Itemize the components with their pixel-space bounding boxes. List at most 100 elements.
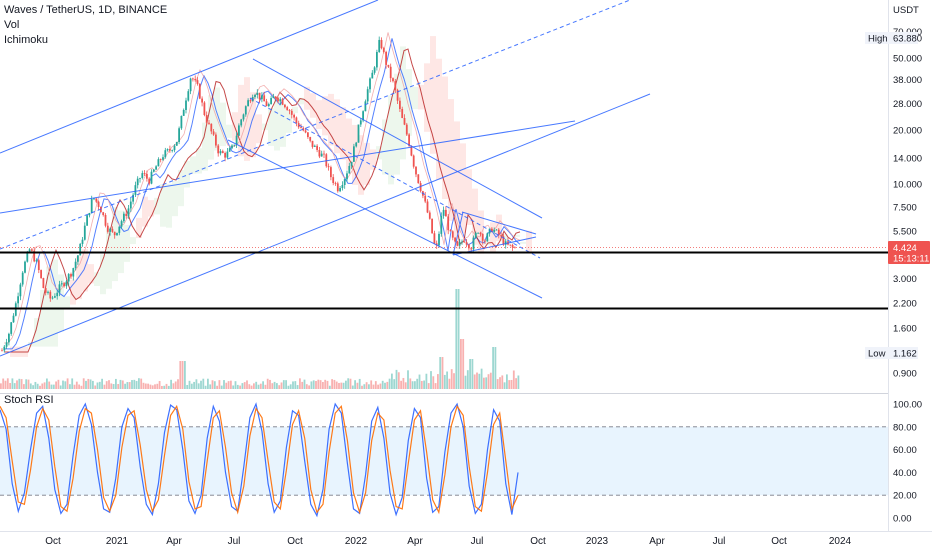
candle-body [488, 228, 491, 234]
volume-bar [248, 384, 251, 389]
ichimoku-cloud-segment [136, 217, 142, 239]
candle-body [366, 89, 369, 102]
x-tick-label: Oct [530, 536, 546, 547]
legend-ichimoku[interactable]: Ichimoku [4, 34, 49, 46]
volume-bar [331, 379, 333, 389]
candle-body [44, 288, 47, 293]
volume-bar [347, 378, 350, 389]
candle-body [54, 296, 56, 298]
candle-body [502, 236, 505, 245]
volume-bar [213, 381, 216, 389]
volume-bar [20, 379, 23, 389]
candle-body [104, 215, 107, 226]
candle-body [274, 96, 277, 99]
candle-body [392, 78, 394, 82]
x-tick-label: Jul [228, 536, 241, 547]
volume-bar [255, 381, 258, 389]
volume-bar [48, 381, 51, 389]
candle-body [300, 127, 302, 129]
candle-body [417, 174, 420, 184]
candle-body [10, 322, 13, 334]
candle-body [203, 102, 206, 116]
candle-body [231, 145, 233, 149]
candle-body [447, 216, 450, 231]
ichimoku-cloud-segment [346, 118, 352, 170]
volume-bar [478, 373, 481, 389]
candle-body [343, 179, 346, 185]
volume-bar [294, 381, 297, 389]
ichimoku-cloud-segment [202, 122, 208, 171]
candle-body [320, 153, 323, 157]
volume-bar [443, 374, 446, 389]
candle-body [281, 99, 284, 105]
volume-bar [496, 379, 499, 389]
channel-upper-line [0, 0, 379, 154]
ichimoku-cloud-segment [328, 93, 334, 146]
candle-body [380, 39, 383, 49]
candle-body [468, 244, 470, 249]
ichimoku-cloud-segment [436, 58, 442, 180]
candle-body [127, 208, 130, 217]
chart-title[interactable]: Waves / TetherUS, 1D, BINANCE [4, 4, 168, 16]
candle-body [205, 115, 208, 123]
volume-bar [43, 382, 46, 389]
ichimoku-cloud-segment [142, 196, 148, 227]
candle-body [491, 228, 493, 232]
volume-bar [271, 383, 274, 389]
chart-legend: Waves / TetherUS, 1D, BINANCE Vol Ichimo… [4, 3, 167, 48]
volume-bar [384, 382, 386, 389]
candle-body [95, 198, 98, 202]
candles [1, 36, 516, 353]
candle-body [17, 296, 19, 304]
volume-bar [75, 381, 78, 389]
ichimoku-cloud-segment [298, 97, 304, 105]
volume-bar [340, 382, 343, 389]
candle-body [79, 243, 82, 256]
candle-body [136, 178, 139, 186]
volume-bar [216, 385, 218, 389]
candle-body [385, 51, 387, 65]
candle-body [442, 209, 445, 216]
volume-bar [98, 381, 101, 389]
y-tick-label: 3.000 [893, 274, 917, 285]
candle-body [173, 145, 176, 151]
volume-bar [450, 369, 453, 389]
candle-body [19, 284, 22, 297]
volume-bar [64, 381, 67, 389]
ichimoku-cloud-segment [106, 228, 112, 289]
volume-bar [446, 371, 448, 389]
volume-bar [395, 369, 398, 389]
volume-bar [512, 370, 515, 389]
stoch-rsi-title[interactable]: Stoch RSI [4, 394, 54, 406]
candle-body [88, 213, 91, 216]
volume-bar [66, 378, 69, 389]
volume-bar [101, 378, 103, 389]
candle-body [187, 91, 190, 101]
volume-bar [501, 375, 504, 389]
candle-body [240, 119, 243, 126]
volume-bar [209, 384, 212, 389]
volume-bar [282, 380, 285, 389]
candle-body [346, 173, 348, 180]
volume-bar [414, 381, 416, 389]
ichimoku-cloud-segment [220, 102, 226, 147]
candle-body [426, 201, 429, 213]
legend-volume[interactable]: Vol [4, 19, 20, 31]
volume-bar [335, 381, 338, 389]
volume-bar [315, 381, 317, 389]
ichimoku-cloud-segment [286, 110, 292, 133]
volume-bar [117, 384, 120, 389]
candle-body [51, 297, 54, 299]
ichimoku-cloud-segment [466, 169, 472, 225]
volume-bar [363, 384, 366, 389]
x-tick-label: Apr [407, 536, 423, 547]
ichimoku-cloud-segment [334, 99, 340, 154]
candle-body [504, 241, 507, 245]
ichimoku-cloud-segment [130, 237, 136, 245]
candle-body [102, 212, 105, 216]
volume-bar [319, 380, 322, 389]
x-tick-label: 2023 [586, 536, 609, 547]
volume-bar [312, 380, 315, 389]
